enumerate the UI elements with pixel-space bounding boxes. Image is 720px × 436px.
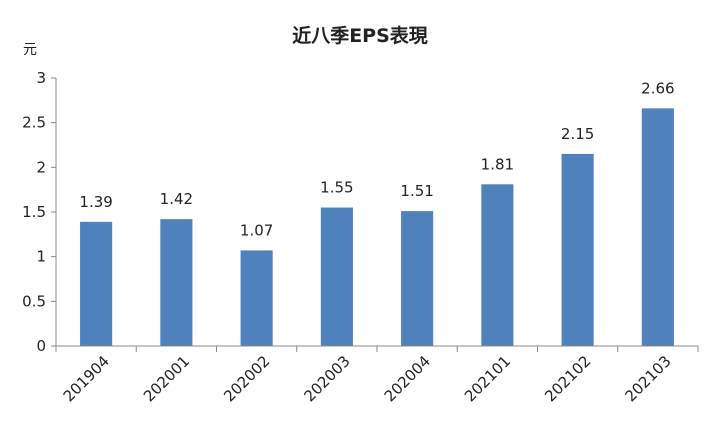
bar-202003 <box>320 207 353 346</box>
data-label-202003: 1.55 <box>320 179 353 197</box>
x-tick-label-202102: 202102 <box>541 352 594 405</box>
bar-202002 <box>240 250 273 346</box>
bar-202102 <box>561 153 594 346</box>
y-tick-label: 1.5 <box>22 203 46 221</box>
bars: 1.39 1.42 1.07 1.55 1.51 1.81 2.15 2.66 <box>79 79 675 346</box>
y-tick-label: 1 <box>36 248 46 266</box>
x-tick-label-202103: 202103 <box>621 352 674 405</box>
data-label-202103: 2.66 <box>641 79 674 97</box>
y-tick-label: 2 <box>36 158 46 176</box>
y-tick-label: 2.5 <box>22 114 46 132</box>
data-label-202001: 1.42 <box>160 190 193 208</box>
data-label-201904: 1.39 <box>79 193 112 211</box>
data-label-202102: 2.15 <box>561 125 594 143</box>
x-tick-label-202101: 202101 <box>461 352 514 405</box>
bar-202101 <box>481 184 514 346</box>
x-tick-label-202003: 202003 <box>300 352 353 405</box>
y-axis: 0 0.5 1 1.5 2 2.5 3 <box>22 69 57 355</box>
chart-title: 近八季EPS表現 <box>292 24 428 47</box>
data-label-202002: 1.07 <box>240 221 273 239</box>
data-label-202101: 1.81 <box>481 155 514 173</box>
x-axis: 201904 202001 202002 202003 202004 202101 2021… <box>55 345 699 405</box>
x-tick-label-202004: 202004 <box>381 352 434 405</box>
y-tick-label: 0 <box>36 337 46 355</box>
bar-201904 <box>80 221 113 346</box>
bar-202103 <box>641 108 674 346</box>
x-tick-label-201904: 201904 <box>60 352 113 405</box>
bar-202004 <box>401 211 434 346</box>
bar-202001 <box>160 219 193 346</box>
x-tick-label-202002: 202002 <box>220 352 273 405</box>
data-label-202004: 1.51 <box>400 182 433 200</box>
y-tick-label: 3 <box>36 69 46 87</box>
y-axis-unit: 元 <box>23 42 37 58</box>
x-tick-label-202001: 202001 <box>140 352 193 405</box>
y-tick-label: 0.5 <box>22 292 46 310</box>
